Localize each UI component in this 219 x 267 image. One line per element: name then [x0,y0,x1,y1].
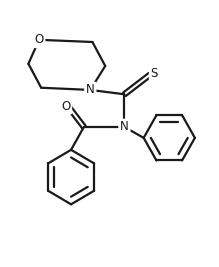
Text: O: O [61,100,70,113]
Text: N: N [120,120,129,134]
Text: N: N [86,83,95,96]
Text: O: O [34,33,44,46]
Text: S: S [151,67,158,80]
